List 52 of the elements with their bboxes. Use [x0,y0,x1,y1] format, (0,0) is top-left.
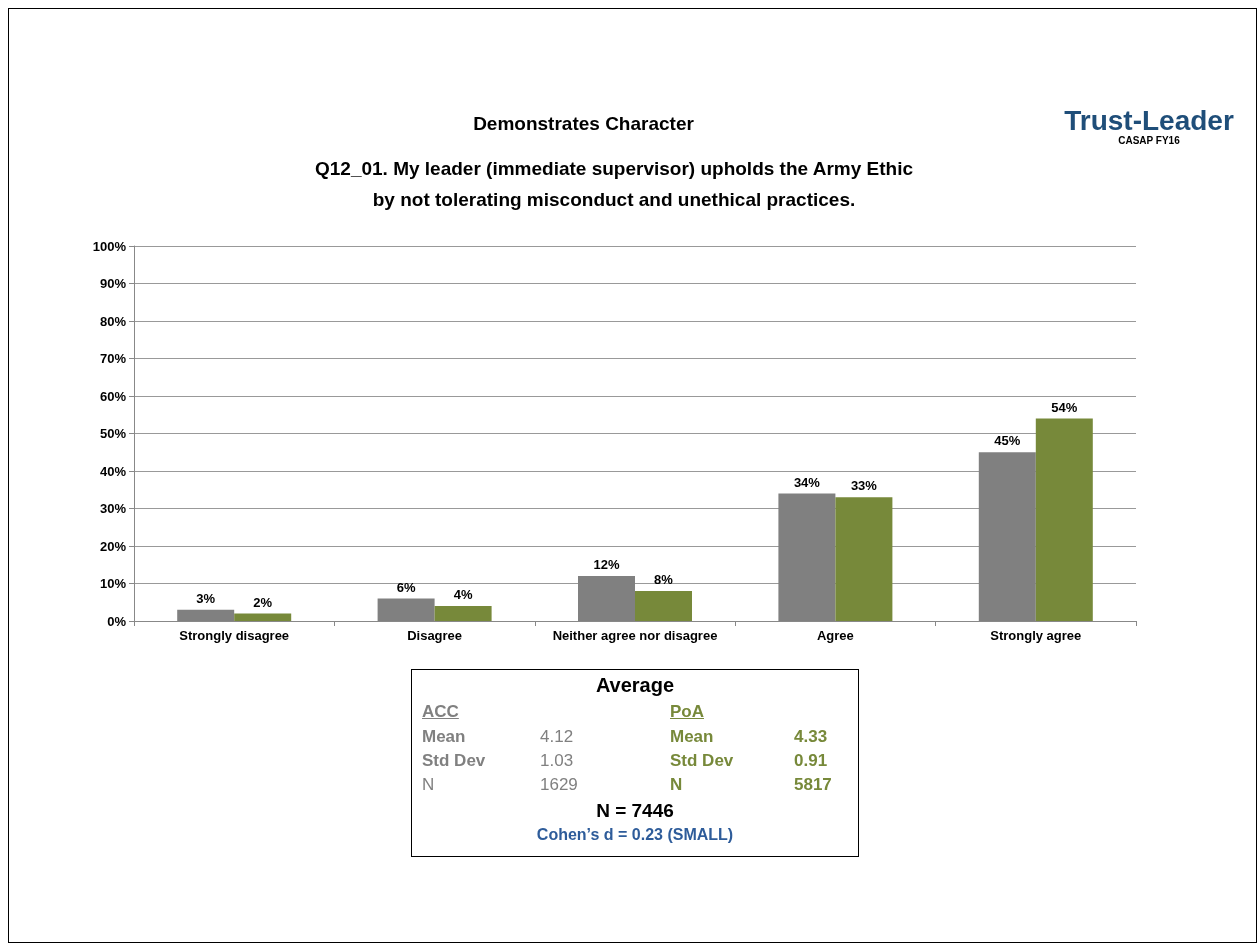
text: 1.03 [540,751,574,771]
bar [835,497,893,621]
text: N [670,775,683,795]
text: Mean [422,727,466,747]
text: N [422,775,435,795]
text: PoA [670,702,704,722]
chart-title: Demonstrates Character [473,113,694,134]
text: 4.12 [540,727,574,747]
data-label: 8% [654,572,674,587]
data-label: 45% [994,433,1021,449]
data-label: 4% [453,587,473,602]
y-tick-label: 10% [99,576,127,591]
data-label: 33% [850,478,878,494]
text: Std Dev [670,751,734,771]
text: Mean [670,727,714,747]
y-tick-label: 40% [99,463,127,479]
text: 4.33 [794,727,828,747]
data-label: 6% [396,579,416,595]
x-tick-label: Strongly disagree [179,628,290,643]
data-label: 12% [593,557,620,572]
text: Average [594,674,676,697]
y-tick-label: 50% [99,426,127,441]
x-tick-label: Neither agree nor disagree [552,628,718,643]
data-label: 2% [253,594,273,610]
x-tick-label: Disagree [407,628,463,643]
bar [635,591,692,621]
text: Trust-Leader [1063,105,1235,136]
bar [234,613,292,621]
y-tick-label: 70% [99,351,127,366]
text: ACC [422,702,459,722]
text: 5817 [794,775,832,795]
x-tick-label: Agree [816,628,854,643]
chart-subtitle: Q12_01. My leader (immediate supervisor) upholds the Army Ethic by not tolerating misconduct and unethical practices. [314,157,914,212]
text: Std Dev [422,751,486,771]
y-tick-label: 60% [99,388,127,404]
text: N = 7446 [595,800,675,822]
y-tick-label: 30% [99,501,127,516]
text: Cohen’s d = 0.23 (SMALL) [535,826,735,844]
data-label: 34% [793,474,821,490]
bar [1035,418,1093,621]
bar [434,606,492,621]
text: CASAP FY16 [1117,135,1181,146]
text: 0.91 [794,751,828,771]
data-label: 54% [1051,399,1078,415]
y-tick-label: 0% [107,613,127,629]
y-tick-label: 100% [92,238,127,254]
x-tick-label: Strongly agree [990,628,1082,643]
y-tick-label: 20% [99,538,127,554]
text: 1629 [540,775,578,795]
y-tick-label: 90% [99,276,127,291]
y-tick-label: 80% [99,313,127,329]
data-label: 3% [196,590,216,606]
